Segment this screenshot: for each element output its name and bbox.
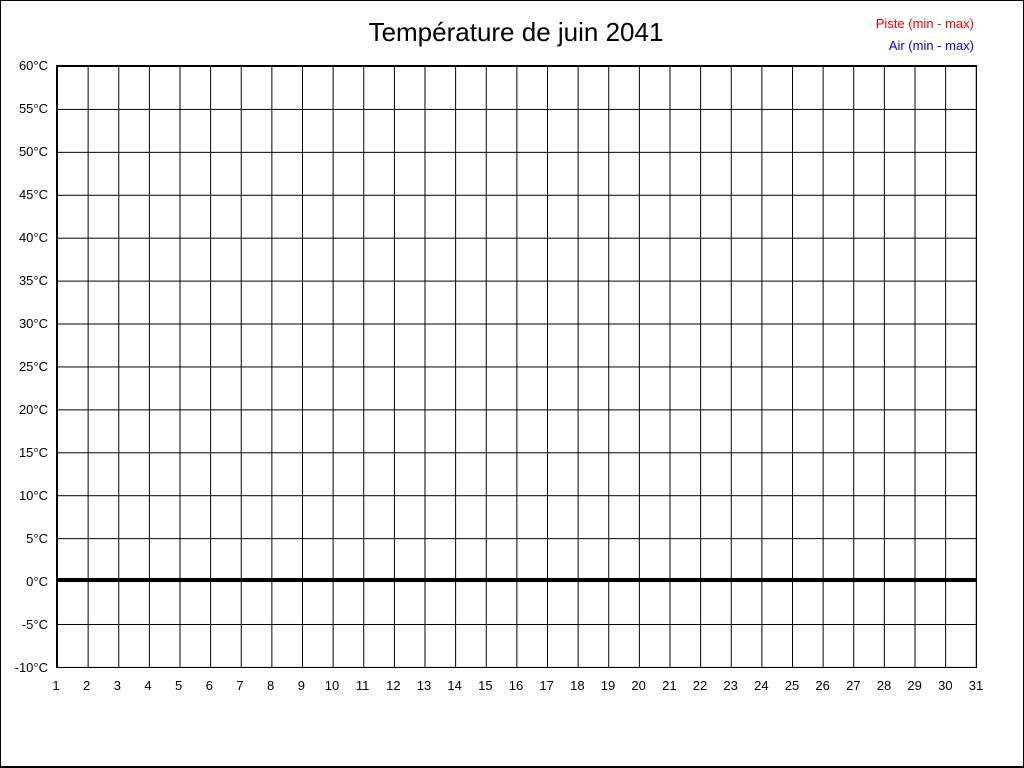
y-tick-label: 35°C: [18, 273, 48, 288]
x-tick-label: 24: [754, 678, 769, 693]
y-tick-label: 30°C: [18, 316, 48, 331]
y-tick-label: 40°C: [18, 230, 48, 245]
y-tick-label: -5°C: [21, 617, 48, 632]
y-tick-label: 0°C: [26, 574, 48, 589]
y-tick-label: 50°C: [18, 144, 48, 159]
y-tick-label: 15°C: [18, 445, 48, 460]
legend-entry-air: Air (min - max): [888, 38, 974, 53]
plot-area: [56, 65, 977, 668]
x-tick-label: 12: [386, 678, 401, 693]
y-tick-label: 55°C: [18, 101, 48, 116]
x-tick-label: 19: [600, 678, 616, 693]
x-tick-label: 9: [297, 678, 305, 693]
x-tick-label: 23: [723, 678, 738, 693]
y-tick-label: 60°C: [18, 58, 48, 73]
zero-degree-line: [57, 578, 976, 582]
x-tick-label: 17: [539, 678, 554, 693]
x-tick-label: 15: [478, 678, 493, 693]
y-tick-label: 5°C: [26, 531, 48, 546]
y-tick-label: -10°C: [14, 660, 48, 675]
legend-entry-piste: Piste (min - max): [875, 16, 974, 31]
x-tick-label: 26: [815, 678, 830, 693]
x-tick-label: 7: [236, 678, 244, 693]
x-tick-label: 31: [968, 678, 984, 693]
x-tick-label: 8: [267, 678, 275, 693]
x-tick-label: 1: [52, 678, 60, 693]
y-tick-label: 45°C: [18, 187, 48, 202]
x-tick-label: 10: [324, 678, 340, 693]
x-tick-label: 27: [846, 678, 861, 693]
x-tick-label: 29: [907, 678, 922, 693]
x-tick-label: 20: [631, 678, 646, 693]
chart-title: Température de juin 2041: [368, 17, 664, 47]
y-tick-label: 10°C: [18, 488, 48, 503]
x-tick-label: 6: [205, 678, 213, 693]
x-tick-label: 25: [784, 678, 800, 693]
x-tick-label: 30: [938, 678, 953, 693]
x-tick-label: 28: [876, 678, 892, 693]
x-tick-label: 2: [83, 678, 91, 693]
x-tick-label: 11: [355, 678, 370, 693]
legend: Piste (min - max) Air (min - max): [876, 13, 974, 57]
x-tick-label: 3: [113, 678, 121, 693]
y-tick-label: 25°C: [18, 359, 48, 374]
x-tick-label: 4: [144, 678, 152, 693]
x-tick-label: 22: [692, 678, 708, 693]
x-tick-label: 18: [570, 678, 585, 693]
x-tick-label: 21: [662, 678, 677, 693]
x-tick-label: 16: [508, 678, 524, 693]
y-tick-label: 20°C: [18, 402, 48, 417]
x-tick-label: 13: [416, 678, 432, 693]
x-tick-label: 5: [175, 678, 183, 693]
x-tick-label: 14: [447, 678, 462, 693]
